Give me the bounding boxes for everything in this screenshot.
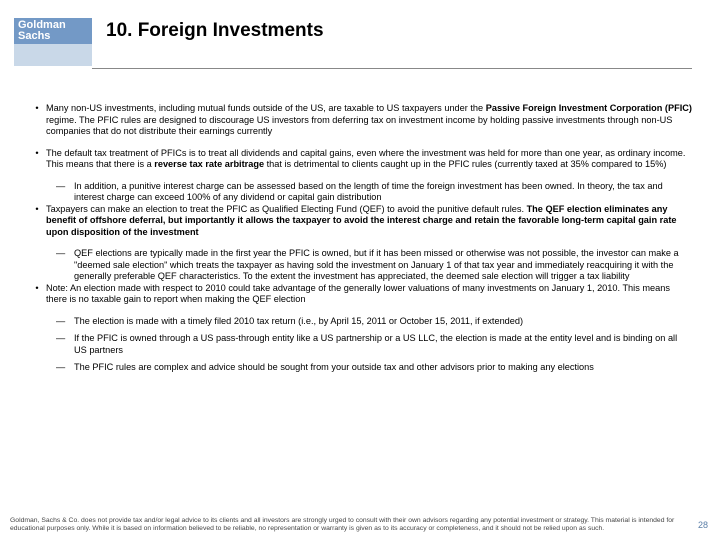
- bullet-text: Note: An election made with respect to 2…: [46, 283, 692, 306]
- bullet-item: •Taxpayers can make an election to treat…: [28, 204, 692, 239]
- slide-title: 10. Foreign Investments: [106, 20, 324, 42]
- sub-bullet-text: QEF elections are typically made in the …: [74, 248, 692, 283]
- slide-body: •Many non-US investments, including mutu…: [0, 69, 720, 374]
- sub-bullet-item: —QEF elections are typically made in the…: [56, 248, 692, 283]
- bullet-marker: •: [28, 148, 46, 171]
- sub-bullet-marker: —: [56, 362, 74, 374]
- bullet-marker: •: [28, 283, 46, 306]
- sub-bullet-text: The election is made with a timely filed…: [74, 316, 692, 328]
- sub-bullet-marker: —: [56, 248, 74, 283]
- bullet-item: •Many non-US investments, including mutu…: [28, 103, 692, 138]
- slide-header: GoldmanSachs 10. Foreign Investments: [0, 0, 720, 66]
- logo-text: GoldmanSachs: [14, 18, 92, 44]
- bullet-item: •The default tax treatment of PFICs is t…: [28, 148, 692, 171]
- sub-bullet-text: The PFIC rules are complex and advice sh…: [74, 362, 692, 374]
- bullet-marker: •: [28, 103, 46, 138]
- sub-bullet-marker: —: [56, 316, 74, 328]
- logo: GoldmanSachs: [14, 18, 92, 66]
- sub-bullet-item: —The election is made with a timely file…: [56, 316, 692, 328]
- bullet-item: •Note: An election made with respect to …: [28, 283, 692, 306]
- sub-bullet-text: In addition, a punitive interest charge …: [74, 181, 692, 204]
- bullet-marker: •: [28, 204, 46, 239]
- bullet-text: The default tax treatment of PFICs is to…: [46, 148, 692, 171]
- sub-bullet-marker: —: [56, 333, 74, 356]
- bullet-text: Taxpayers can make an election to treat …: [46, 204, 692, 239]
- disclaimer-text: Goldman, Sachs & Co. does not provide ta…: [10, 517, 684, 532]
- sub-bullet-text: If the PFIC is owned through a US pass-t…: [74, 333, 692, 356]
- sub-bullet-marker: —: [56, 181, 74, 204]
- page-number: 28: [698, 520, 708, 530]
- sub-bullet-item: —If the PFIC is owned through a US pass-…: [56, 333, 692, 356]
- sub-bullet-item: —In addition, a punitive interest charge…: [56, 181, 692, 204]
- bullet-text: Many non-US investments, including mutua…: [46, 103, 692, 138]
- sub-bullet-item: —The PFIC rules are complex and advice s…: [56, 362, 692, 374]
- logo-accent: [14, 44, 92, 66]
